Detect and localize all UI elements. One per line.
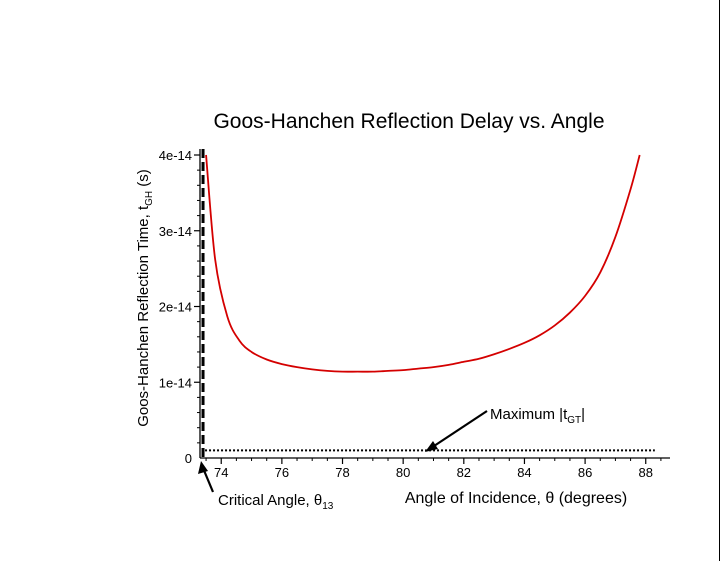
svg-text:Maximum |tGT|: Maximum |tGT|: [490, 406, 585, 426]
y-tick-label: 0: [185, 451, 192, 466]
window-right-border: [719, 0, 720, 561]
annotation-critical-base: Critical Angle, θ: [218, 492, 322, 509]
y-axis-label-tail: (s): [135, 169, 152, 191]
y-tick-label: 4e-14: [159, 148, 192, 163]
svg-text:Critical Angle, θ13: Critical Angle, θ13: [218, 492, 334, 512]
chart-title: Goos-Hanchen Reflection Delay vs. Angle: [213, 110, 604, 133]
x-axis-label: Angle of Incidence, θ (degrees): [405, 490, 627, 507]
series: [205, 154, 641, 373]
annotation-critical-arrow: [201, 467, 215, 493]
x-tick-label: 86: [578, 465, 592, 480]
y-tick-label: 2e-14: [159, 300, 192, 315]
y-tick-label: 1e-14: [159, 375, 192, 390]
annotation-maximum-arrowhead: [425, 441, 438, 452]
x-tick-label: 80: [396, 465, 410, 480]
y-axis-label-sub: GH: [144, 191, 155, 206]
annotation-maximum-sub: GT: [567, 415, 581, 426]
y-axis-label: Goos-Hanchen Reflection Time, tGH (s): [135, 169, 155, 427]
y-ticks: 0 1e-14 2e-14 3e-14 4e-14: [159, 148, 200, 466]
annotation-maximum-tail: |: [581, 406, 585, 423]
svg-text:Goos-Hanchen Reflection Time,: Goos-Hanchen Reflection Time, tGH (s): [135, 169, 155, 427]
annotation-critical-angle: Critical Angle, θ13: [198, 461, 334, 512]
annotation-critical-sub: 13: [322, 501, 334, 512]
axes: [199, 149, 670, 459]
annotation-maximum: Maximum |tGT|: [425, 406, 585, 452]
x-tick-label: 76: [275, 465, 289, 480]
x-tick-label: 78: [335, 465, 349, 480]
x-tick-label: 74: [214, 465, 228, 480]
x-tick-label: 88: [639, 465, 653, 480]
x-tick-label: 84: [517, 465, 531, 480]
reference-lines: [201, 149, 655, 460]
annotation-maximum-base: Maximum |t: [490, 406, 568, 423]
annotation-critical-arrowhead: [198, 461, 208, 474]
x-ticks: 74 76 78 80 82 84 86 88: [205, 458, 662, 480]
y-tick-label: 3e-14: [159, 224, 192, 239]
series-line: [205, 154, 641, 373]
annotation-maximum-arrow: [430, 410, 488, 449]
y-axis-label-base: Goos-Hanchen Reflection Time, t: [135, 205, 152, 427]
x-tick-label: 82: [457, 465, 471, 480]
